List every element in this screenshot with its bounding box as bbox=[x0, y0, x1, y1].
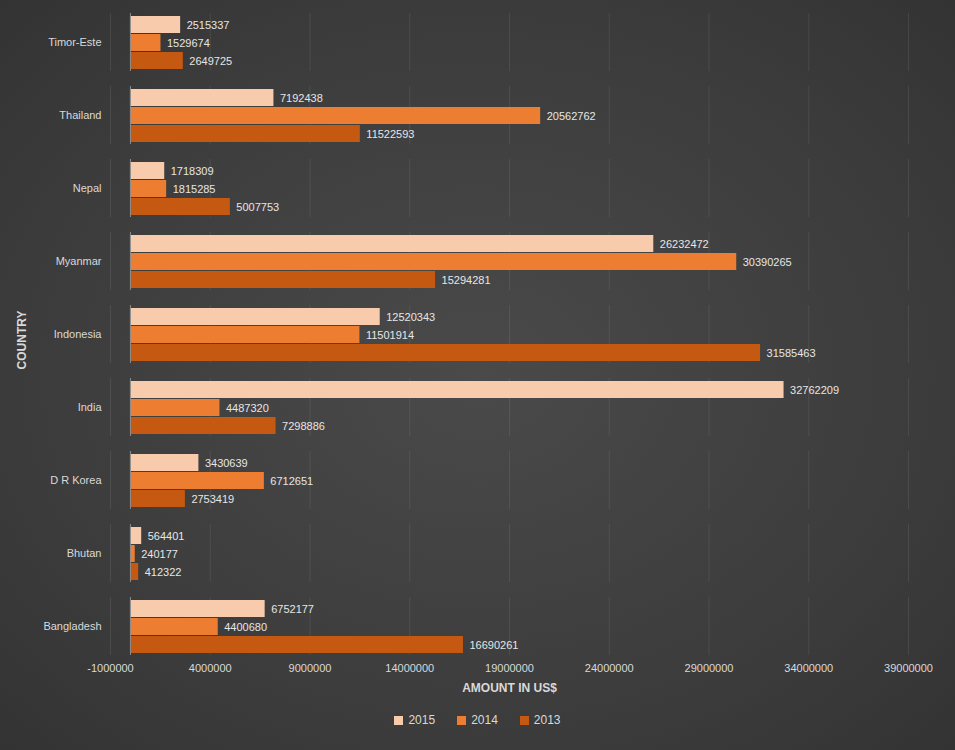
svg-text:20562762: 20562762 bbox=[547, 110, 596, 122]
svg-text:31585463: 31585463 bbox=[767, 347, 816, 359]
svg-text:Nepal: Nepal bbox=[73, 182, 102, 194]
svg-text:34000000: 34000000 bbox=[784, 662, 833, 674]
svg-text:4000000: 4000000 bbox=[189, 662, 232, 674]
html-text:2014: 2014 bbox=[471, 713, 498, 727]
svg-text:AMOUNT IN US$: AMOUNT IN US$ bbox=[462, 681, 557, 695]
svg-text:39000000: 39000000 bbox=[884, 662, 933, 674]
svg-text:3430639: 3430639 bbox=[205, 457, 248, 469]
svg-text:4400680: 4400680 bbox=[224, 621, 267, 633]
svg-text:7192438: 7192438 bbox=[280, 92, 323, 104]
svg-text:1718309: 1718309 bbox=[171, 165, 214, 177]
html-text:COUNTRY: COUNTRY bbox=[15, 310, 29, 370]
svg-text:12520343: 12520343 bbox=[386, 311, 435, 323]
svg-text:India: India bbox=[78, 401, 103, 413]
svg-text:2753419: 2753419 bbox=[191, 493, 234, 505]
svg-text:-1000000: -1000000 bbox=[87, 662, 134, 674]
svg-text:Thailand: Thailand bbox=[59, 109, 101, 121]
svg-text:9000000: 9000000 bbox=[289, 662, 332, 674]
svg-text:11522593: 11522593 bbox=[366, 128, 414, 140]
svg-text:5007753: 5007753 bbox=[236, 201, 279, 213]
svg-text:2649725: 2649725 bbox=[189, 55, 232, 67]
svg-text:Myanmar: Myanmar bbox=[56, 255, 102, 267]
svg-text:6712651: 6712651 bbox=[270, 475, 313, 487]
svg-text:29000000: 29000000 bbox=[685, 662, 734, 674]
svg-text:16690261: 16690261 bbox=[469, 639, 518, 651]
svg-text:1815285: 1815285 bbox=[173, 183, 216, 195]
svg-text:Bangladesh: Bangladesh bbox=[43, 620, 101, 632]
svg-text:2515337: 2515337 bbox=[187, 19, 230, 31]
svg-text:14000000: 14000000 bbox=[385, 662, 434, 674]
svg-text:240177: 240177 bbox=[141, 548, 178, 560]
svg-text:564401: 564401 bbox=[148, 530, 185, 542]
svg-text:32762209: 32762209 bbox=[790, 384, 839, 396]
svg-text:4487320: 4487320 bbox=[226, 402, 269, 414]
svg-text:Timor-Este: Timor-Este bbox=[48, 36, 101, 48]
svg-text:15294281: 15294281 bbox=[442, 274, 491, 286]
svg-text:19000000: 19000000 bbox=[485, 662, 534, 674]
svg-text:26232472: 26232472 bbox=[660, 238, 709, 250]
svg-text:412322: 412322 bbox=[145, 566, 182, 578]
svg-text:11501914: 11501914 bbox=[366, 329, 414, 341]
svg-text:6752177: 6752177 bbox=[271, 603, 314, 615]
svg-text:24000000: 24000000 bbox=[585, 662, 634, 674]
svg-text:7298886: 7298886 bbox=[282, 420, 325, 432]
svg-text:Bhutan: Bhutan bbox=[67, 547, 102, 559]
svg-text:D R Korea: D R Korea bbox=[50, 474, 102, 486]
html-text:2013: 2013 bbox=[533, 713, 561, 727]
html-text:2015: 2015 bbox=[408, 713, 436, 727]
svg-text:1529674: 1529674 bbox=[167, 37, 210, 49]
svg-text:Indonesia: Indonesia bbox=[54, 328, 103, 340]
svg-text:30390265: 30390265 bbox=[743, 256, 792, 268]
